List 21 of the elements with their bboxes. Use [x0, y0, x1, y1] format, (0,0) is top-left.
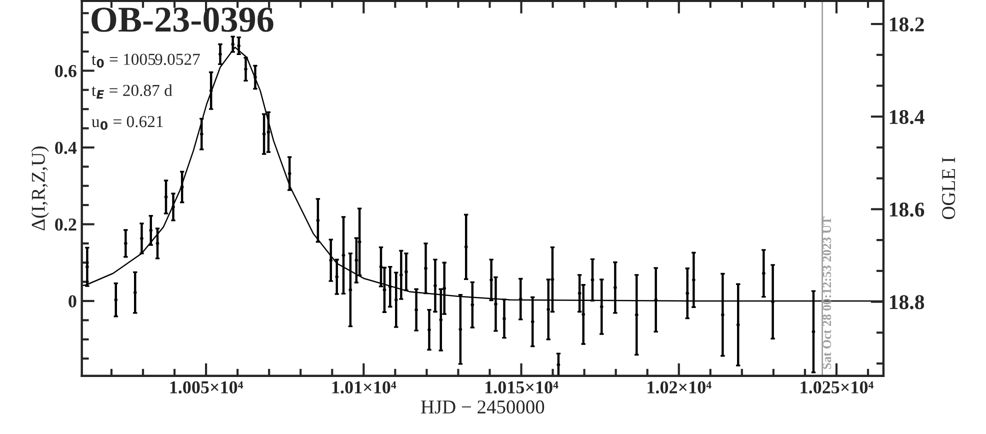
x-tick-label: 1.02×10⁴	[648, 381, 712, 394]
y2-axis-title: OGLE I	[942, 157, 956, 220]
annotation: u$_{0}$ = 0.621	[92, 116, 163, 130]
chart-title: OB-23-0396	[92, 8, 274, 32]
y2-tick-label: 18.4	[890, 110, 924, 124]
x-tick-label: 1.025×10⁴	[800, 381, 874, 394]
x-tick-label: 1.01×10⁴	[332, 381, 396, 394]
y2-tick-label: 18.2	[890, 17, 924, 32]
y-tick-label: 0.2	[55, 218, 76, 231]
y2-tick-label: 18.8	[890, 295, 924, 310]
annotation: Sat Oct 28 00:12:53 2023 UT	[822, 216, 832, 369]
y-tick-label: 0	[68, 295, 76, 308]
x-tick-label: 1.005×10⁴	[170, 381, 244, 394]
annotation: t$_{0}$ = 10059.0527	[92, 54, 200, 68]
y-tick-label: 0.6	[55, 64, 76, 78]
annotation: t$_{E}$ = 20.87 d	[92, 84, 172, 99]
y-tick-label: 0.4	[55, 142, 77, 154]
y2-tick-label: 18.6	[890, 202, 924, 217]
y-axis-title: Δ(I,R,Z,U)	[31, 146, 49, 230]
x-axis-title: HJD − 2450000	[421, 400, 544, 414]
x-tick-label: 1.015×10⁴	[486, 381, 558, 394]
